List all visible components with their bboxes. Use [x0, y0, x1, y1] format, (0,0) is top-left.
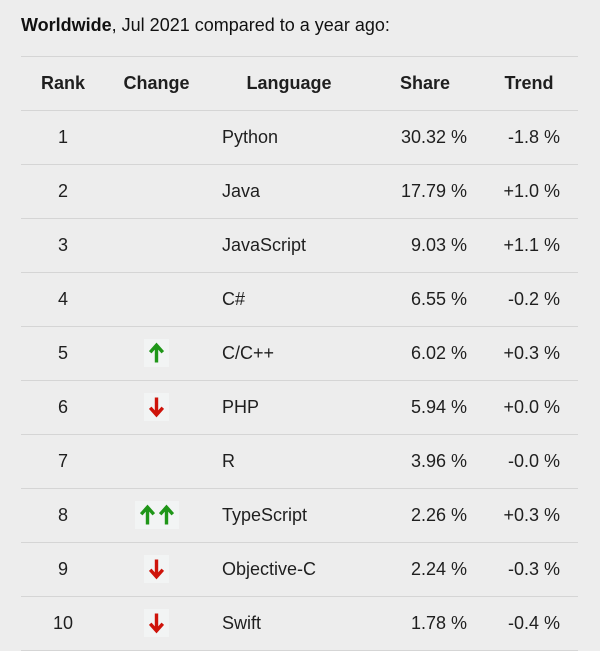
change-cell — [105, 326, 208, 381]
language-cell: JavaScript — [208, 218, 370, 273]
column-header-share: Share — [370, 56, 480, 111]
trend-cell: -0.0 % — [480, 434, 578, 489]
share-cell: 6.02 % — [370, 326, 480, 381]
rank-cell: 6 — [21, 380, 105, 435]
table-row: 5 C/C++ 6.02 % +0.3 % — [21, 326, 578, 381]
trend-cell: +0.3 % — [480, 488, 578, 543]
change-cell — [105, 218, 208, 273]
rank-cell: 3 — [21, 218, 105, 273]
table-row: 4 C# 6.55 % -0.2 % — [21, 272, 578, 327]
trend-cell: -0.4 % — [480, 596, 578, 651]
table-header-row: Rank Change Language Share Trend — [21, 56, 578, 111]
trend-cell: -0.3 % — [480, 542, 578, 597]
trend-cell: +1.0 % — [480, 164, 578, 219]
rank-cell: 2 — [21, 164, 105, 219]
trend-cell: +1.1 % — [480, 218, 578, 273]
down-arrow-icon — [148, 397, 165, 417]
down-arrow-icon — [148, 613, 165, 633]
rank-cell: 5 — [21, 326, 105, 381]
rank-cell: 7 — [21, 434, 105, 489]
table-row: 8 TypeScript 2.26 % +0.3 % — [21, 488, 578, 543]
column-header-change: Change — [105, 56, 208, 111]
page-title: Worldwide, Jul 2021 compared to a year a… — [0, 0, 600, 36]
rank-cell: 4 — [21, 272, 105, 327]
language-cell: TypeScript — [208, 488, 370, 543]
share-cell: 30.32 % — [370, 110, 480, 165]
share-cell: 3.96 % — [370, 434, 480, 489]
table-row: 2 Java 17.79 % +1.0 % — [21, 164, 578, 219]
share-cell: 9.03 % — [370, 218, 480, 273]
language-cell: C/C++ — [208, 326, 370, 381]
language-cell: Python — [208, 110, 370, 165]
language-cell: PHP — [208, 380, 370, 435]
share-cell: 6.55 % — [370, 272, 480, 327]
down-change-indicator — [144, 608, 169, 637]
trend-cell: +0.3 % — [480, 326, 578, 381]
rank-cell: 9 — [21, 542, 105, 597]
share-cell: 17.79 % — [370, 164, 480, 219]
table-row: 10 Swift 1.78 % -0.4 % — [21, 596, 578, 651]
title-location: Worldwide — [21, 15, 112, 35]
up-change-indicator — [144, 338, 169, 367]
rankings-table: Rank Change Language Share Trend 1 Python… — [21, 56, 578, 651]
share-cell: 2.26 % — [370, 488, 480, 543]
change-cell — [105, 272, 208, 327]
language-cell: C# — [208, 272, 370, 327]
title-period: , Jul 2021 compared to a year ago: — [111, 15, 390, 35]
language-cell: Objective-C — [208, 542, 370, 597]
language-cell: Swift — [208, 596, 370, 651]
column-header-language: Language — [208, 56, 370, 111]
up-arrow-icon — [139, 504, 155, 524]
rank-cell: 1 — [21, 110, 105, 165]
trend-cell: +0.0 % — [480, 380, 578, 435]
change-cell — [105, 380, 208, 435]
table-row: 9 Objective-C 2.24 % -0.3 % — [21, 542, 578, 597]
change-cell — [105, 488, 208, 543]
share-cell: 1.78 % — [370, 596, 480, 651]
table-row: 6 PHP 5.94 % +0.0 % — [21, 380, 578, 435]
trend-cell: -0.2 % — [480, 272, 578, 327]
up-arrow-icon — [158, 504, 174, 524]
change-cell — [105, 164, 208, 219]
share-cell: 5.94 % — [370, 380, 480, 435]
table-row: 7 R 3.96 % -0.0 % — [21, 434, 578, 489]
change-cell — [105, 542, 208, 597]
column-header-trend: Trend — [480, 56, 578, 111]
rank-cell: 8 — [21, 488, 105, 543]
down-change-indicator — [144, 554, 169, 583]
change-cell — [105, 110, 208, 165]
double-up-change-indicator — [134, 500, 179, 529]
column-header-rank: Rank — [21, 56, 105, 111]
down-arrow-icon — [148, 559, 165, 579]
rank-cell: 10 — [21, 596, 105, 651]
language-cell: R — [208, 434, 370, 489]
share-cell: 2.24 % — [370, 542, 480, 597]
table-row: 3 JavaScript 9.03 % +1.1 % — [21, 218, 578, 273]
table-row: 1 Python 30.32 % -1.8 % — [21, 110, 578, 165]
change-cell — [105, 596, 208, 651]
language-cell: Java — [208, 164, 370, 219]
change-cell — [105, 434, 208, 489]
down-change-indicator — [144, 392, 169, 421]
table-body: 1 Python 30.32 % -1.8 % 2 Java 17.79 % +1.0 % 3 J… — [21, 110, 578, 651]
trend-cell: -1.8 % — [480, 110, 578, 165]
up-arrow-icon — [148, 342, 165, 362]
